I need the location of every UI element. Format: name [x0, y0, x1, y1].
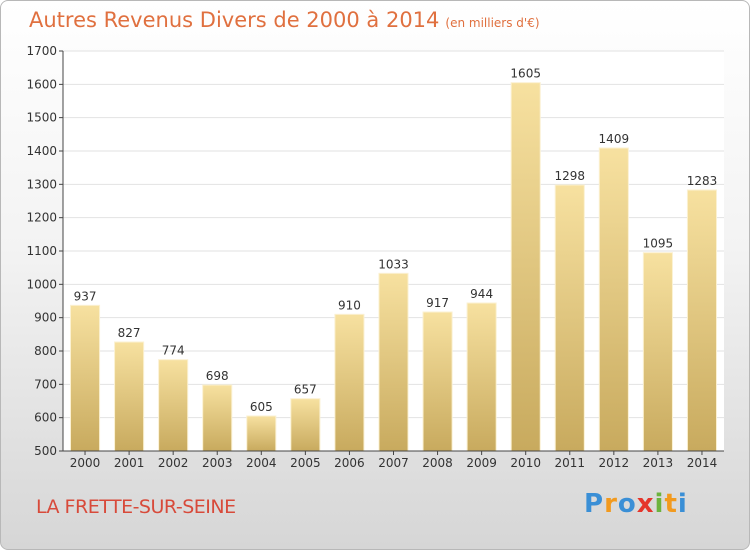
- bar: [686, 189, 718, 452]
- bar-value-label: 1095: [643, 237, 674, 251]
- proxiti-logo: Proxiti: [584, 489, 688, 519]
- x-tick-label: 2001: [114, 456, 145, 470]
- y-tick-label: 1400: [26, 144, 57, 158]
- bar-value-label: 605: [250, 400, 273, 414]
- bar-value-label: 910: [338, 298, 361, 312]
- logo-letter: i: [654, 489, 665, 519]
- bar: [422, 311, 453, 452]
- bar: [642, 252, 673, 452]
- bar: [510, 82, 541, 452]
- y-tick-label: 1000: [26, 277, 57, 291]
- x-tick-label: 2011: [554, 456, 585, 470]
- bar-value-label: 698: [206, 369, 229, 383]
- y-tick-label: 600: [34, 411, 57, 425]
- bar: [378, 272, 409, 452]
- bar-value-label: 1298: [554, 169, 585, 183]
- x-tick-label: 2004: [246, 456, 277, 470]
- logo-letter: x: [636, 489, 655, 519]
- logo-letter: r: [604, 489, 618, 519]
- bar: [246, 415, 277, 452]
- logo-letter: P: [584, 489, 605, 519]
- bar-value-label: 657: [294, 383, 317, 397]
- chart-title: Autres Revenus Divers de 2000 à 2014 (en …: [29, 8, 540, 32]
- bar-value-label: 944: [470, 287, 493, 301]
- bar-value-label: 1605: [510, 67, 541, 81]
- x-tick-label: 2012: [599, 456, 630, 470]
- logo-letter: o: [617, 489, 637, 519]
- x-tick-label: 2014: [687, 456, 718, 470]
- y-tick-label: 1600: [26, 77, 57, 91]
- bar-value-label: 937: [74, 289, 97, 303]
- x-tick-label: 2007: [378, 456, 409, 470]
- y-tick-label: 1700: [26, 44, 57, 58]
- x-tick-label: 2006: [334, 456, 365, 470]
- y-tick-label: 1200: [26, 211, 57, 225]
- x-tick-label: 2010: [510, 456, 541, 470]
- y-tick-label: 1300: [26, 177, 57, 191]
- y-tick-label: 800: [34, 344, 57, 358]
- bar: [598, 147, 629, 452]
- y-tick-label: 500: [34, 444, 57, 458]
- x-tick-label: 2002: [158, 456, 189, 470]
- logo-letter: t: [664, 489, 678, 519]
- bar: [158, 359, 189, 452]
- logo-letter: i: [677, 489, 688, 519]
- x-tick-label: 2000: [70, 456, 101, 470]
- y-tick-label: 1500: [26, 111, 57, 125]
- bar-value-label: 774: [162, 344, 185, 358]
- y-tick-label: 700: [34, 377, 57, 391]
- x-tick-label: 2013: [643, 456, 674, 470]
- x-tick-label: 2005: [290, 456, 321, 470]
- bar-value-label: 1033: [378, 257, 409, 271]
- bar: [466, 302, 497, 452]
- bar: [202, 384, 233, 452]
- y-tick-label: 900: [34, 311, 57, 325]
- bar-value-label: 1283: [687, 174, 718, 188]
- bar: [69, 304, 101, 452]
- x-tick-label: 2009: [466, 456, 497, 470]
- bar-value-label: 917: [426, 296, 449, 310]
- x-tick-label: 2008: [422, 456, 453, 470]
- bar: [114, 341, 145, 452]
- bar: [554, 184, 585, 452]
- x-tick-label: 2003: [202, 456, 233, 470]
- bar-value-label: 1409: [599, 132, 630, 146]
- bar-value-label: 827: [118, 326, 141, 340]
- bar: [334, 313, 365, 452]
- chart-subtitle: (en milliers d'€): [445, 16, 540, 30]
- bar: [290, 398, 321, 452]
- y-tick-label: 1100: [26, 244, 57, 258]
- chart-title-text: Autres Revenus Divers de 2000 à 2014: [29, 8, 440, 32]
- location-label: LA FRETTE-SUR-SEINE: [36, 496, 236, 518]
